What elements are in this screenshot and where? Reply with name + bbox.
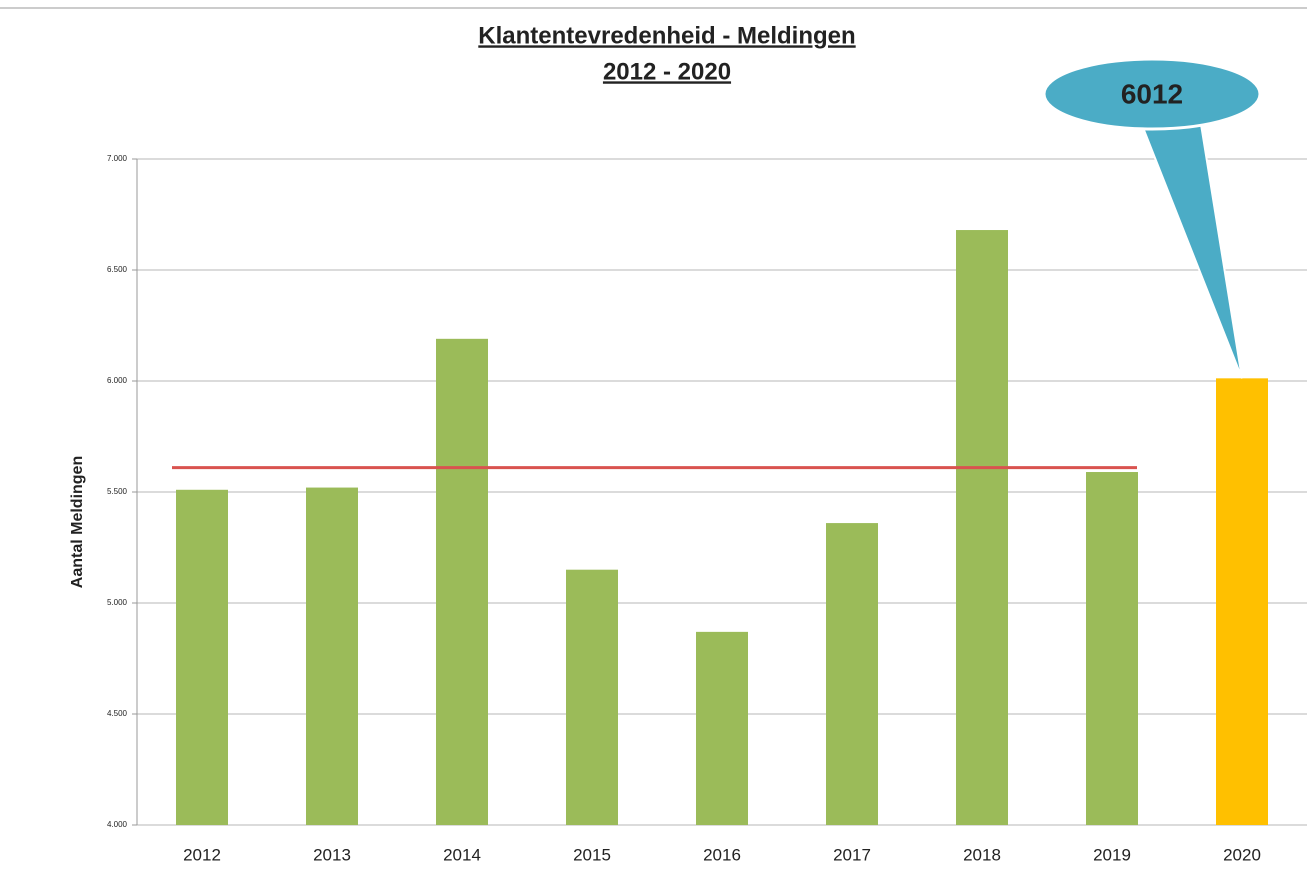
x-tick-label: 2018: [963, 845, 1001, 864]
x-tick-label: 2020: [1223, 845, 1261, 864]
x-tick-label: 2012: [183, 845, 221, 864]
callout-label: 6012: [1121, 78, 1183, 109]
y-tick-label: 4.000: [107, 820, 128, 829]
bar: [1216, 378, 1268, 825]
bar: [1086, 472, 1138, 825]
x-tick-label: 2013: [313, 845, 351, 864]
bar: [826, 523, 878, 825]
chart-title: Klantentevredenheid - Meldingen: [478, 22, 855, 49]
x-tick-label: 2019: [1093, 845, 1131, 864]
x-tick-label: 2015: [573, 845, 611, 864]
y-axis-label: Aantal Meldingen: [69, 456, 86, 588]
callout-bubble: [1042, 57, 1262, 131]
bar: [306, 487, 358, 825]
y-tick-label: 6.000: [107, 376, 128, 385]
bar: [566, 569, 618, 825]
y-tick-label: 5.500: [107, 487, 128, 496]
bar: [436, 338, 488, 825]
chart-subtitle: 2012 - 2020: [603, 58, 731, 85]
y-tick-label: 4.500: [107, 709, 128, 718]
callout-tail: [1138, 116, 1243, 379]
bar: [176, 489, 228, 825]
x-tick-label: 2014: [443, 845, 481, 864]
bar: [956, 230, 1008, 826]
x-tick-label: 2016: [703, 845, 741, 864]
y-tick-label: 6.500: [107, 265, 128, 274]
y-tick-label: 7.000: [107, 154, 128, 163]
bar: [696, 631, 748, 825]
x-tick-label: 2017: [833, 845, 871, 864]
y-tick-label: 5.000: [107, 598, 128, 607]
